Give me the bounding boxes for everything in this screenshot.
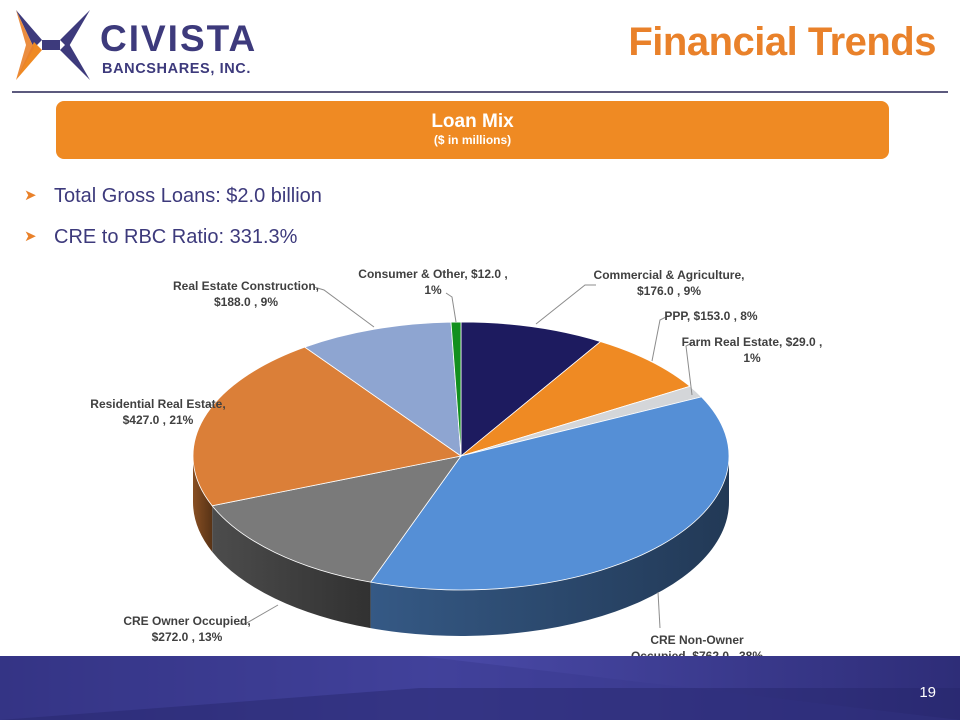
slice-label: Farm Real Estate, $29.0 , 1% [682,335,823,365]
slice-label-line: CRE Owner Occupied, [123,614,250,628]
slice-label-line: CRE Non-Owner [650,633,744,647]
slice-label: Real Estate Construction, $188.0 , 9% [173,279,319,309]
pie-slice-commercial-agriculture [460,321,602,457]
slice-label-line: $427.0 , 21% [123,413,194,427]
header-divider [12,91,948,93]
arrow-bullet-icon: ➤ [24,187,37,204]
footer-band [0,656,960,720]
leader-line [445,292,457,323]
slice-label-line: $272.0 , 13% [152,630,223,644]
slice-label: Consumer & Other, $12.0 , 1% [358,267,507,297]
leader-line [685,342,693,396]
page-title: Financial Trends [628,20,936,64]
civista-logo: CIVISTA BANCSHARES, INC. [12,8,255,82]
leader-line [535,284,596,325]
slice-label-line: $188.0 , 9% [214,295,278,309]
bullet-text: CRE to RBC Ratio: 331.3% [54,226,298,248]
slice-label-line: Commercial & Agriculture, [594,268,745,282]
pie-slice-consumer-other [450,321,462,457]
pie-slice-ppp [460,341,691,457]
logo-name: CIVISTA [100,18,258,59]
civista-star-icon [16,10,90,80]
leader-line [651,315,669,362]
banner-title: Loan Mix [431,111,514,132]
pie-wall-cre-non-owner-occupied [370,456,729,637]
pie-sides [193,456,729,637]
arrow-bullet-icon: ➤ [24,228,37,245]
slice-label-line: PPP, $153.0 , 8% [664,309,758,323]
slice-label-line: 1% [743,351,761,365]
slice-label: CRE Owner Occupied, $272.0 , 13% [123,614,250,644]
leader-line [657,591,661,629]
pie-wall-cre-owner-occupied [212,505,371,629]
bullet-item: ➤ Total Gross Loans: $2.0 billion [24,184,322,208]
bullet-text: Total Gross Loans: $2.0 billion [54,185,322,207]
logo-subtitle: BANCSHARES, INC. [102,61,251,77]
bullet-item: ➤ CRE to RBC Ratio: 331.3% [24,225,322,249]
pie-top [192,321,730,591]
slice-label: Residential Real Estate, $427.0 , 21% [90,397,225,427]
key-metrics-list: ➤ Total Gross Loans: $2.0 billion ➤ CRE … [24,184,322,266]
pie-slice-cre-non-owner-occupied [369,396,730,591]
pie-wall-residential-real-estate [193,456,213,552]
leader-lines [206,284,693,629]
slice-label: PPP, $153.0 , 8% [664,309,758,323]
page-number: 19 [919,684,936,701]
slice-label-line: 1% [424,283,442,297]
pie-slice-real-estate-construction [303,321,462,457]
pie-slice-cre-owner-occupied [211,455,462,583]
pie-slice-residential-real-estate [192,346,462,507]
leader-line [237,604,279,625]
slice-label: Commercial & Agriculture, $176.0 , 9% [594,268,745,298]
slice-label-line: Consumer & Other, $12.0 , [358,267,507,281]
slice-label-line: $176.0 , 9% [637,284,701,298]
slice-label-line: Residential Real Estate, [90,397,225,411]
banner-subtitle: ($ in millions) [433,132,512,147]
slice-label-line: Real Estate Construction, [173,279,319,293]
leader-line [313,286,375,328]
section-banner: Loan Mix ($ in millions) [56,101,889,159]
slice-label-line: Farm Real Estate, $29.0 , [682,335,823,349]
